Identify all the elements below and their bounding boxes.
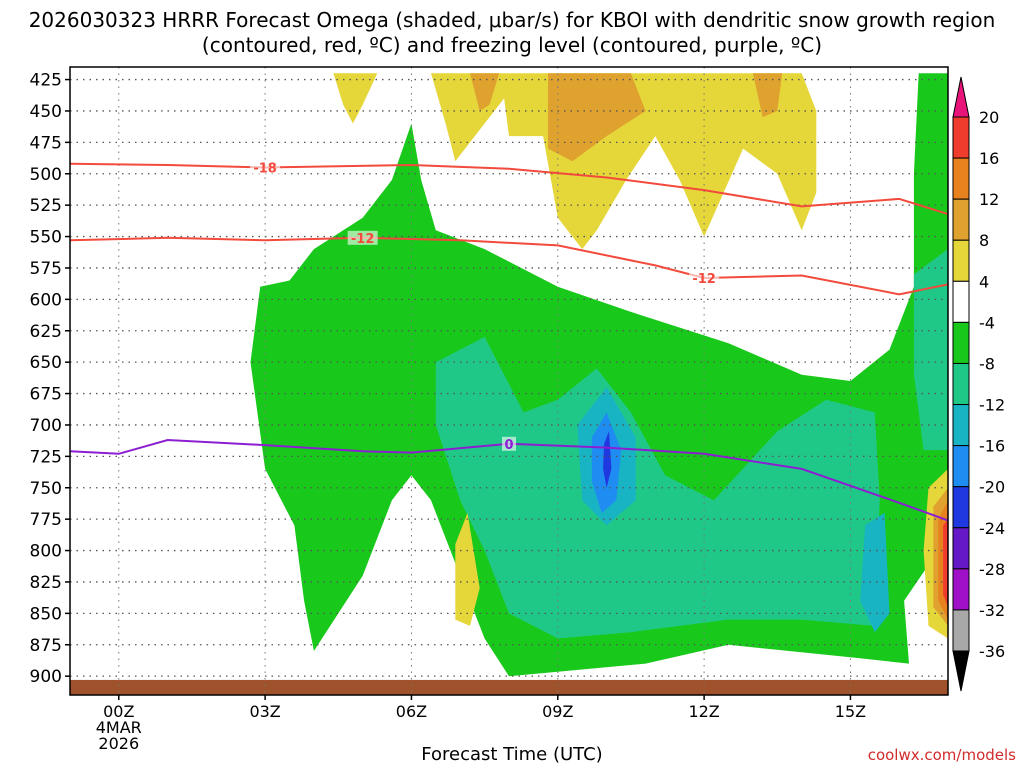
colorbar-swatch <box>952 568 970 611</box>
colorbar-label: -36 <box>979 642 1005 661</box>
x-tick-sublabel: 2026 <box>98 734 139 753</box>
y-tick-label: 450 <box>30 102 62 122</box>
contour-line-1 <box>70 236 948 296</box>
omega-region-5 <box>860 512 890 633</box>
y-tick-label: 575 <box>30 259 62 279</box>
omega-region-1 <box>435 337 880 639</box>
colorbar-label: -16 <box>979 437 1005 456</box>
contour-label-bg <box>347 230 378 245</box>
colorbar-top-arrow <box>952 76 970 118</box>
colorbar-bottom-arrow <box>952 650 970 692</box>
y-tick-label: 800 <box>30 542 62 562</box>
x-tick-label: 09Z <box>542 702 573 721</box>
contour-label: 0 <box>504 438 513 453</box>
contour-line-0 <box>70 162 948 215</box>
omega-region-8 <box>333 73 378 124</box>
y-tick-label: 475 <box>30 133 62 153</box>
plot-area: -18 -12 -12 0 <box>70 67 948 695</box>
colorbar-label: 20 <box>979 108 999 127</box>
omega-region-10 <box>455 512 480 626</box>
contour-line-2 <box>70 438 948 522</box>
colorbar-label: -4 <box>979 313 995 332</box>
contour-label-bg <box>502 436 516 451</box>
x-tick-label: 12Z <box>688 702 719 721</box>
omega-region-17 <box>943 519 948 608</box>
contour-label: -12 <box>692 272 716 287</box>
y-tick-label: 850 <box>30 604 62 624</box>
y-tick-label: 675 <box>30 385 62 405</box>
x-tick-label: 15Z <box>835 702 866 721</box>
omega-region-4 <box>603 431 612 488</box>
colorbar-swatch <box>952 157 970 200</box>
colorbar-label: 4 <box>979 272 989 291</box>
y-tick-label: 525 <box>30 196 62 216</box>
y-tick-label: 425 <box>30 71 62 91</box>
colorbar-swatch <box>952 116 970 159</box>
colorbar-swatch <box>952 321 970 364</box>
y-tick-label: 825 <box>30 573 62 593</box>
colorbar-label: 12 <box>979 190 999 209</box>
y-tick-label: 550 <box>30 228 62 248</box>
colorbar-label: -12 <box>979 396 1005 415</box>
y-tick-label: 775 <box>30 510 62 530</box>
x-axis-label: Forecast Time (UTC) <box>421 744 603 765</box>
plot-frame <box>69 66 949 696</box>
omega-region-11 <box>470 73 500 111</box>
y-tick-label: 600 <box>30 290 62 310</box>
colorbar-swatch <box>952 445 970 488</box>
y-tick-label: 875 <box>30 636 62 656</box>
ground-strip <box>70 679 948 695</box>
colorbar-label: -20 <box>979 478 1005 497</box>
y-tick-label: 700 <box>30 416 62 436</box>
colorbar-swatch <box>952 527 970 570</box>
x-tick-label: 06Z <box>396 702 427 721</box>
colorbar-label: -8 <box>979 354 995 373</box>
colorbar: 20 16 12 8 4 -4 -8 -12 -16 -20 -24 -28 -32 -36 <box>952 76 1005 692</box>
x-tick-sublabel: 4MAR <box>96 718 142 737</box>
colorbar-label: 8 <box>979 231 989 250</box>
y-tick-label: 500 <box>30 165 62 185</box>
y-tick-label: 900 <box>30 667 62 687</box>
y-tick-label: 750 <box>30 479 62 499</box>
credit-text: coolwx.com/models <box>867 746 1016 764</box>
y-tick-label: 650 <box>30 353 62 373</box>
omega-region-12 <box>548 73 646 162</box>
contour-label-bg <box>250 160 281 175</box>
contour-label-bg <box>689 271 720 286</box>
x-tick-label: 00Z <box>103 702 134 721</box>
colorbar-label: -28 <box>979 560 1005 579</box>
omega-region-13 <box>752 73 783 118</box>
colorbar-swatch <box>952 609 970 652</box>
colorbar-swatch <box>952 486 970 529</box>
y-tick-label: 725 <box>30 447 62 467</box>
contour-label: -12 <box>351 232 375 247</box>
contour-label: -18 <box>253 161 277 176</box>
omega-region-9 <box>431 73 817 250</box>
y-tick-label: 625 <box>30 322 62 342</box>
colorbar-label: -32 <box>979 601 1005 620</box>
colorbar-label: -24 <box>979 519 1005 538</box>
colorbar-swatch <box>952 404 970 447</box>
chart-title: 2026030323 HRRR Forecast Omega (shaded, … <box>28 8 996 57</box>
colorbar-swatch <box>952 198 970 241</box>
colorbar-swatch <box>952 239 970 282</box>
colorbar-swatch <box>952 280 970 323</box>
colorbar-label: 16 <box>979 149 999 168</box>
colorbar-swatch <box>952 362 970 406</box>
x-tick-label: 03Z <box>249 702 280 721</box>
